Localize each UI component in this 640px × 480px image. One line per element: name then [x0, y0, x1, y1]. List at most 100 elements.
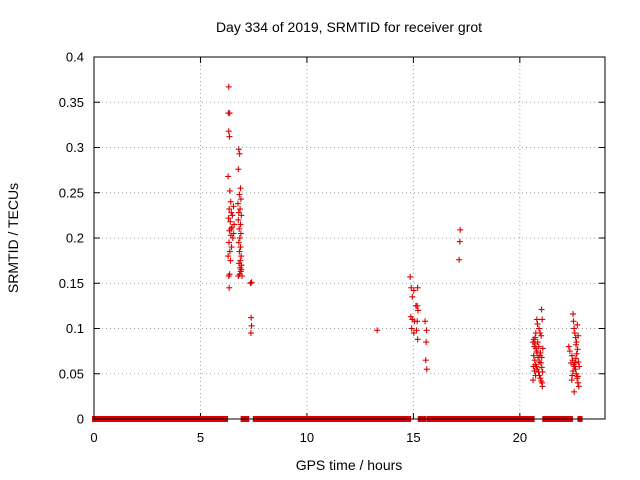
data-point: [248, 279, 255, 286]
data-point: [571, 325, 578, 332]
data-point: [236, 248, 243, 255]
data-point: [227, 257, 234, 264]
data-point: [423, 339, 430, 346]
data-point: [539, 316, 546, 323]
data-point: [236, 191, 243, 198]
data-point: [575, 383, 582, 390]
data-point: [227, 198, 234, 205]
data-point: [247, 280, 254, 287]
data-point: [225, 253, 232, 260]
data-point: [566, 348, 573, 355]
data-point: [236, 225, 243, 232]
data-point: [565, 343, 572, 350]
data-point: [538, 332, 545, 339]
data-point: [231, 221, 238, 228]
x-tick-label: 5: [197, 430, 204, 445]
data-point: [235, 166, 242, 173]
data-point: [535, 343, 542, 350]
y-tick-label: 0.2: [66, 231, 84, 246]
data-point: [414, 336, 421, 343]
data-point: [570, 368, 577, 375]
y-tick-label: 0: [77, 412, 84, 427]
data-point: [567, 359, 574, 366]
data-point: [226, 284, 233, 291]
data-point: [237, 244, 244, 251]
data-point: [247, 330, 254, 337]
data-point: [537, 359, 544, 366]
data-point: [226, 133, 233, 140]
data-point: [408, 284, 415, 291]
data-point: [225, 128, 232, 135]
plot-frame: [93, 56, 606, 420]
data-point: [414, 302, 421, 309]
data-point: [535, 325, 542, 332]
data-point: [235, 216, 242, 223]
data-point: [574, 379, 581, 386]
data-point: [531, 368, 538, 375]
data-point: [237, 196, 244, 203]
data-point: [413, 327, 420, 334]
data-point: [415, 307, 422, 314]
data-point: [537, 375, 544, 382]
grid-lines: [94, 57, 605, 419]
data-point: [538, 364, 545, 371]
data-point: [537, 330, 544, 337]
data-point: [423, 366, 430, 373]
data-point: [568, 377, 575, 384]
data-point: [422, 318, 429, 325]
data-point: [456, 256, 463, 263]
data-point: [226, 248, 233, 255]
data-point: [410, 287, 417, 294]
data-point: [237, 185, 244, 192]
data-point: [534, 320, 541, 327]
data-point: [574, 373, 581, 380]
chart-title: Day 334 of 2019, SRMTID for receiver gro…: [216, 19, 482, 35]
data-point: [227, 218, 234, 225]
data-point: [226, 187, 233, 194]
data-point: [230, 230, 237, 237]
data-point: [571, 330, 578, 337]
y-tick-label: 0.05: [59, 366, 84, 381]
data-point: [533, 348, 540, 355]
data-points: [92, 83, 583, 422]
data-point: [408, 325, 415, 332]
x-axis-label: GPS time / hours: [296, 457, 403, 473]
x-tick-label: 20: [513, 430, 527, 445]
data-point: [234, 200, 241, 207]
data-point: [532, 372, 539, 379]
data-point: [572, 355, 579, 362]
data-point: [238, 212, 245, 219]
data-point: [575, 332, 582, 339]
x-tick-label: 0: [90, 430, 97, 445]
data-point: [225, 83, 232, 90]
data-point: [225, 173, 232, 180]
data-point: [409, 293, 416, 300]
data-point: [238, 266, 245, 273]
y-tick-label: 0.4: [66, 50, 84, 65]
data-point: [225, 215, 232, 222]
data-point: [414, 284, 421, 291]
data-point: [531, 357, 538, 364]
data-point: [536, 352, 543, 359]
x-tick-label: 10: [300, 430, 314, 445]
data-point: [538, 306, 545, 313]
data-point: [237, 230, 244, 237]
data-point: [248, 314, 255, 321]
data-point: [238, 253, 245, 260]
data-point: [456, 238, 463, 245]
data-point: [576, 363, 583, 370]
data-point: [539, 345, 546, 352]
data-point: [236, 235, 243, 241]
data-point: [235, 209, 242, 216]
y-tick-label: 0.15: [59, 276, 84, 291]
data-point: [573, 350, 580, 357]
data-point: [539, 368, 546, 375]
data-point: [237, 206, 244, 213]
data-point: [457, 226, 464, 233]
x-tick-label: 15: [406, 430, 420, 445]
data-point: [574, 321, 581, 328]
data-point: [228, 244, 235, 251]
data-point: [230, 203, 237, 210]
axis-ticks: 0 0.05 0.1 0.15 0.2 0.25 0.3 0.35 0.4 0 5 10 15 20: [59, 50, 605, 445]
